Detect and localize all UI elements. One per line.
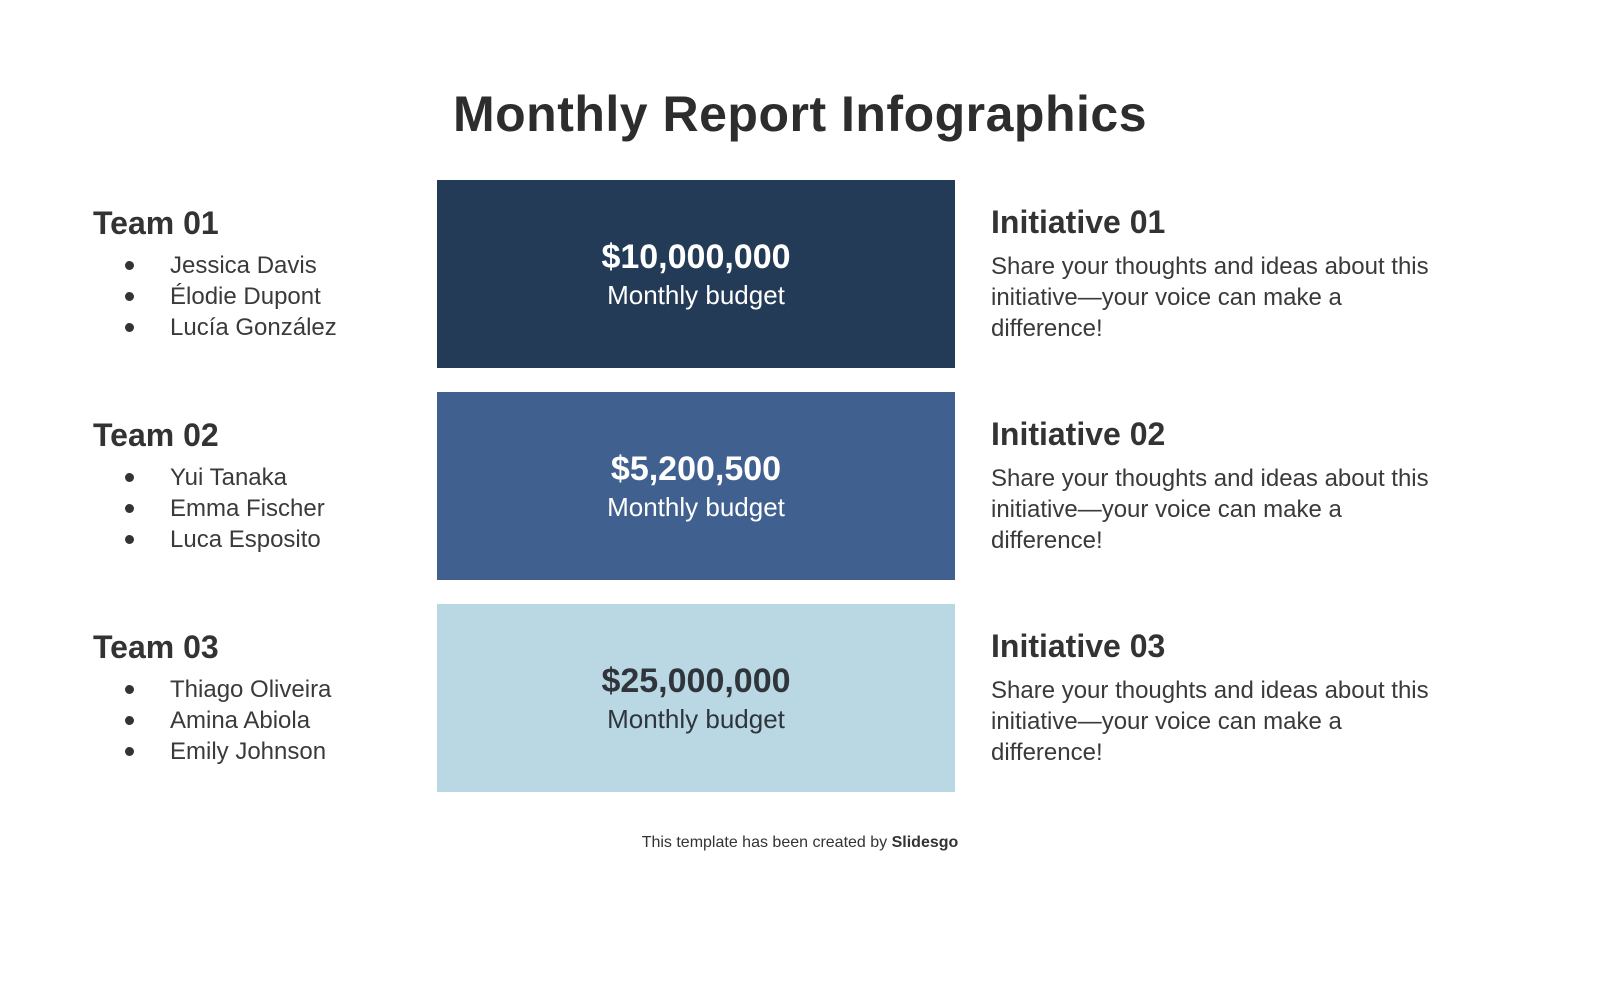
initiative-description: Share your thoughts and ideas about this…: [991, 253, 1429, 342]
team-members-list: Yui Tanaka Emma Fischer Luca Esposito: [93, 462, 437, 555]
team-member-name: Luca Esposito: [170, 526, 321, 553]
budget-amount: $10,000,000: [601, 238, 791, 276]
team-title: Team 01: [93, 205, 219, 241]
team-title: Team 02: [93, 417, 219, 453]
team-member-name: Jessica Davis: [170, 252, 317, 279]
report-rows: Team 01 Jessica Davis Élodie Dupont Lucí…: [93, 180, 1600, 792]
bullet-icon: [125, 716, 134, 725]
report-row-1: Team 01 Jessica Davis Élodie Dupont Lucí…: [93, 180, 1600, 368]
team-member-name: Emma Fischer: [170, 495, 325, 522]
initiative-title: Initiative 03: [991, 628, 1166, 664]
initiative-block-2: Initiative 02 Share your thoughts and id…: [955, 416, 1471, 556]
team-member-name: Yui Tanaka: [170, 464, 287, 491]
team-member: Lucía González: [93, 312, 437, 343]
report-row-2: Team 02 Yui Tanaka Emma Fischer Luca Esp…: [93, 392, 1600, 580]
team-member: Emily Johnson: [93, 736, 437, 767]
team-block-1: Team 01 Jessica Davis Élodie Dupont Lucí…: [93, 205, 437, 343]
team-member: Élodie Dupont: [93, 281, 437, 312]
initiative-title: Initiative 02: [991, 416, 1166, 452]
initiative-title: Initiative 01: [991, 204, 1166, 240]
initiative-description: Share your thoughts and ideas about this…: [991, 677, 1429, 766]
bullet-icon: [125, 261, 134, 270]
bullet-icon: [125, 504, 134, 513]
budget-box-1: $10,000,000 Monthly budget: [437, 180, 955, 368]
team-members-list: Thiago Oliveira Amina Abiola Emily Johns…: [93, 674, 437, 767]
budget-amount: $5,200,500: [610, 450, 782, 488]
team-title: Team 03: [93, 629, 219, 665]
budget-label: Monthly budget: [607, 704, 785, 734]
team-members-list: Jessica Davis Élodie Dupont Lucía Gonzál…: [93, 250, 437, 343]
team-member: Emma Fischer: [93, 493, 437, 524]
team-member: Jessica Davis: [93, 250, 437, 281]
bullet-icon: [125, 535, 134, 544]
bullet-icon: [125, 292, 134, 301]
page-title: Monthly Report Infographics: [452, 86, 1148, 142]
budget-amount: $25,000,000: [601, 662, 791, 700]
slide: Monthly Report Infographics Team 01 Jess…: [0, 84, 1600, 984]
footer-brand: Slidesgo: [891, 834, 959, 851]
budget-label: Monthly budget: [607, 492, 785, 522]
budget-box-2: $5,200,500 Monthly budget: [437, 392, 955, 580]
team-member-name: Emily Johnson: [170, 738, 327, 765]
team-block-2: Team 02 Yui Tanaka Emma Fischer Luca Esp…: [93, 417, 437, 555]
team-member-name: Amina Abiola: [170, 707, 311, 734]
team-block-3: Team 03 Thiago Oliveira Amina Abiola Emi…: [93, 629, 437, 767]
team-member: Amina Abiola: [93, 705, 437, 736]
initiative-description: Share your thoughts and ideas about this…: [991, 465, 1429, 554]
bullet-icon: [125, 747, 134, 756]
report-row-3: Team 03 Thiago Oliveira Amina Abiola Emi…: [93, 604, 1600, 792]
team-member: Thiago Oliveira: [93, 674, 437, 705]
budget-label: Monthly budget: [607, 280, 785, 310]
team-member-name: Lucía González: [170, 314, 337, 341]
team-member-name: Thiago Oliveira: [170, 676, 332, 703]
initiative-block-3: Initiative 03 Share your thoughts and id…: [955, 628, 1471, 768]
initiative-block-1: Initiative 01 Share your thoughts and id…: [955, 204, 1471, 344]
footer-text: This template has been created by: [641, 834, 892, 851]
bullet-icon: [125, 473, 134, 482]
bullet-icon: [125, 323, 134, 332]
footer: This template has been created by Slides…: [0, 834, 1600, 852]
bullet-icon: [125, 685, 134, 694]
budget-box-3: $25,000,000 Monthly budget: [437, 604, 955, 792]
team-member: Yui Tanaka: [93, 462, 437, 493]
team-member: Luca Esposito: [93, 524, 437, 555]
team-member-name: Élodie Dupont: [170, 283, 321, 310]
